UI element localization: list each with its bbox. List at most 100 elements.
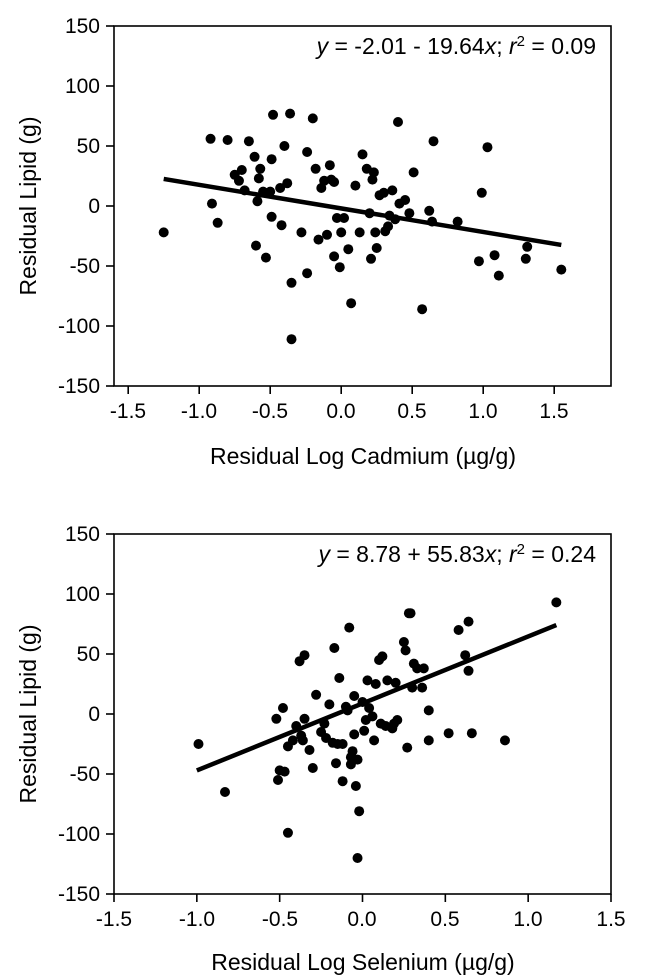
data-point xyxy=(307,763,318,773)
regression-equation: y = 8.78 + 55.83x; r2 = 0.24 xyxy=(316,541,596,568)
data-point xyxy=(253,173,264,184)
data-point xyxy=(482,142,493,153)
y-tick-labels: -150 -100 -50 0 50 100 150 xyxy=(58,523,100,906)
y-tick-label: -150 xyxy=(58,375,100,398)
x-tick-label: 1.0 xyxy=(513,908,542,931)
data-point xyxy=(193,739,204,749)
data-point xyxy=(367,711,378,722)
data-point xyxy=(273,775,284,785)
data-point xyxy=(337,776,348,787)
y-tick-label: 50 xyxy=(77,135,100,158)
data-point xyxy=(251,240,261,251)
data-points xyxy=(193,597,562,863)
x-tick-label: 0.0 xyxy=(326,400,355,423)
x-tick-label: 1.5 xyxy=(596,908,625,931)
data-point xyxy=(350,180,361,191)
data-point xyxy=(311,689,322,700)
data-point xyxy=(392,715,403,725)
data-point xyxy=(344,622,355,633)
x-tick-label: -1.0 xyxy=(181,400,217,423)
data-point xyxy=(205,133,216,144)
x-tick-label: -0.5 xyxy=(252,400,288,423)
data-point xyxy=(277,703,288,713)
data-point xyxy=(350,781,361,791)
data-point xyxy=(329,177,340,187)
data-point xyxy=(331,213,342,223)
data-point xyxy=(387,185,398,196)
data-point xyxy=(423,705,434,716)
data-point xyxy=(297,735,308,746)
data-point xyxy=(266,154,277,165)
x-axis-title: Residual Log Cadmium (µg/g) xyxy=(210,443,516,469)
data-point xyxy=(364,703,375,713)
data-point xyxy=(302,268,313,279)
data-point xyxy=(349,729,360,740)
x-tick-label: -1.0 xyxy=(179,908,215,931)
data-point xyxy=(279,766,290,777)
data-point xyxy=(418,663,429,674)
data-point xyxy=(352,754,363,765)
data-point xyxy=(307,113,318,124)
data-point xyxy=(330,758,341,769)
data-point xyxy=(463,665,474,676)
data-point xyxy=(279,141,290,151)
data-point xyxy=(313,234,324,245)
data-point xyxy=(463,616,474,627)
data-point xyxy=(158,227,169,238)
data-point xyxy=(428,136,439,147)
x-tick-label: 1.5 xyxy=(539,400,568,423)
chart-top: -150 -100 -50 0 50 100 150 -1.5 -1.0 -0.… xyxy=(15,15,612,469)
data-point xyxy=(349,691,360,701)
data-point xyxy=(329,643,340,653)
data-point xyxy=(402,742,413,753)
plot-frame xyxy=(113,533,612,895)
data-point xyxy=(346,298,357,309)
y-tick-label: -150 xyxy=(58,883,100,906)
data-point xyxy=(354,227,365,238)
data-point xyxy=(417,682,428,693)
data-point xyxy=(493,270,504,281)
x-tick-labels: -1.5 -1.0 -0.5 0.0 0.5 1.0 1.5 xyxy=(110,400,569,423)
data-point xyxy=(212,217,223,228)
data-point xyxy=(343,244,354,255)
x-tick-label: 0.5 xyxy=(397,400,426,423)
data-point xyxy=(329,251,340,262)
data-points xyxy=(158,108,567,345)
data-point xyxy=(400,645,411,656)
data-point xyxy=(304,745,315,755)
data-point xyxy=(282,178,293,189)
data-point xyxy=(282,827,293,838)
data-point xyxy=(382,675,393,686)
y-tick-label: 0 xyxy=(88,195,100,218)
data-point xyxy=(336,227,347,238)
data-point xyxy=(398,637,409,647)
data-point xyxy=(473,256,484,267)
y-tick-label: 100 xyxy=(65,75,100,98)
axis-ticks xyxy=(106,533,612,902)
data-point xyxy=(236,165,247,175)
data-point xyxy=(476,187,487,198)
data-point xyxy=(249,151,260,162)
x-tick-label: -1.5 xyxy=(96,908,132,931)
data-point xyxy=(551,597,562,608)
data-point xyxy=(299,713,310,724)
data-point xyxy=(260,252,271,263)
y-tick-label: 0 xyxy=(88,703,100,726)
x-tick-label: 0.0 xyxy=(347,908,376,931)
data-point xyxy=(522,241,533,252)
data-point xyxy=(275,183,286,193)
data-point xyxy=(233,175,244,186)
data-point xyxy=(400,195,411,205)
data-point xyxy=(452,216,463,227)
x-tick-label: -1.5 xyxy=(110,400,146,423)
data-point xyxy=(489,250,500,261)
y-axis-title: Residual Lipid (g) xyxy=(15,117,41,296)
data-point xyxy=(393,117,403,127)
data-point xyxy=(408,167,419,178)
data-point xyxy=(383,221,394,232)
data-point xyxy=(255,163,266,174)
data-point xyxy=(466,728,477,739)
data-point xyxy=(366,253,377,264)
axis-ticks xyxy=(106,25,556,394)
